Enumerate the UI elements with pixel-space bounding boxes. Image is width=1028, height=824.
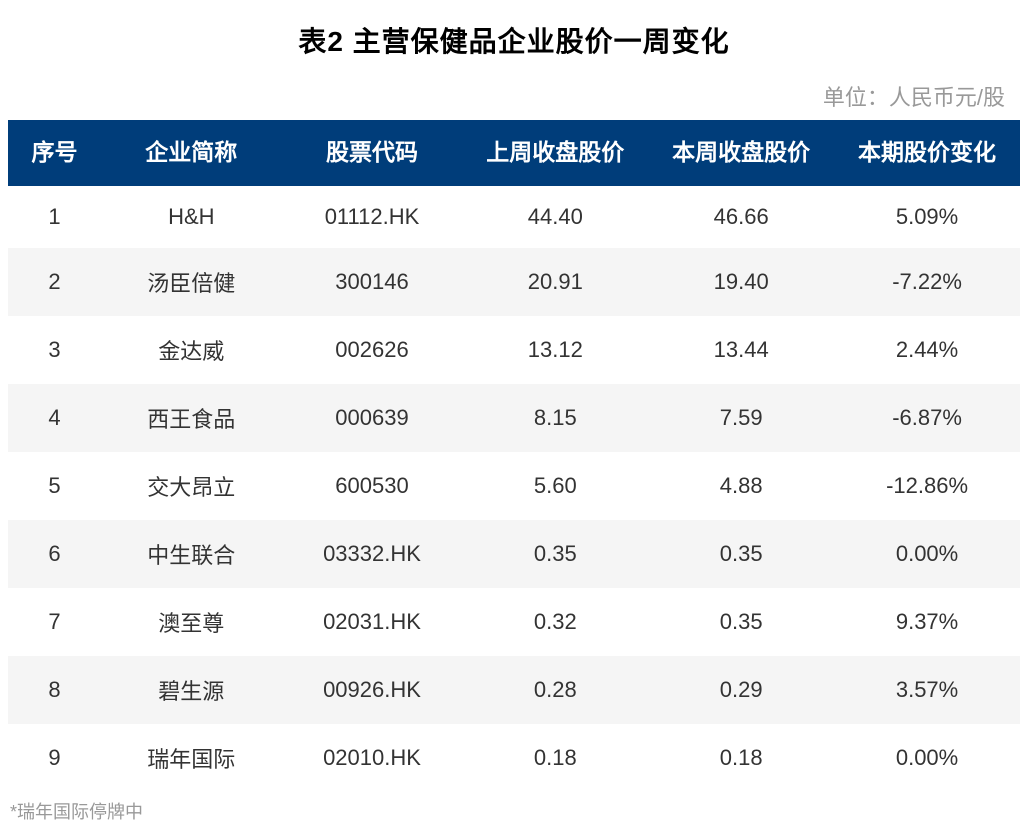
cell-name: 瑞年国际 bbox=[101, 724, 282, 792]
table-row: 3 金达威 002626 13.12 13.44 2.44% bbox=[8, 316, 1020, 384]
unit-label: 单位：人民币元/股 bbox=[8, 80, 1020, 112]
cell-code: 000639 bbox=[282, 384, 463, 452]
cell-name: H&H bbox=[101, 186, 282, 248]
table-row: 1 H&H 01112.HK 44.40 46.66 5.09% bbox=[8, 186, 1020, 248]
cell-seq: 5 bbox=[8, 452, 101, 520]
cell-name: 碧生源 bbox=[101, 656, 282, 724]
cell-code: 02031.HK bbox=[282, 588, 463, 656]
table-row: 2 汤臣倍健 300146 20.91 19.40 -7.22% bbox=[8, 248, 1020, 316]
cell-seq: 3 bbox=[8, 316, 101, 384]
footnote: *瑞年国际停牌中 bbox=[8, 798, 1020, 824]
cell-curr: 19.40 bbox=[648, 248, 834, 316]
cell-prev: 13.12 bbox=[462, 316, 648, 384]
col-header-change: 本期股价变化 bbox=[834, 120, 1020, 186]
cell-prev: 8.15 bbox=[462, 384, 648, 452]
cell-seq: 2 bbox=[8, 248, 101, 316]
cell-code: 002626 bbox=[282, 316, 463, 384]
table-row: 7 澳至尊 02031.HK 0.32 0.35 9.37% bbox=[8, 588, 1020, 656]
cell-curr: 7.59 bbox=[648, 384, 834, 452]
cell-name: 西王食品 bbox=[101, 384, 282, 452]
cell-curr: 0.35 bbox=[648, 520, 834, 588]
cell-seq: 6 bbox=[8, 520, 101, 588]
cell-seq: 7 bbox=[8, 588, 101, 656]
cell-code: 01112.HK bbox=[282, 186, 463, 248]
cell-prev: 0.28 bbox=[462, 656, 648, 724]
table-row: 9 瑞年国际 02010.HK 0.18 0.18 0.00% bbox=[8, 724, 1020, 792]
cell-change: -12.86% bbox=[834, 452, 1020, 520]
cell-curr: 0.29 bbox=[648, 656, 834, 724]
cell-code: 300146 bbox=[282, 248, 463, 316]
cell-code: 00926.HK bbox=[282, 656, 463, 724]
table-row: 4 西王食品 000639 8.15 7.59 -6.87% bbox=[8, 384, 1020, 452]
table-title: 表2 主营保健品企业股价一周变化 bbox=[8, 20, 1020, 60]
cell-name: 中生联合 bbox=[101, 520, 282, 588]
table-row: 5 交大昂立 600530 5.60 4.88 -12.86% bbox=[8, 452, 1020, 520]
cell-curr: 46.66 bbox=[648, 186, 834, 248]
cell-change: 2.44% bbox=[834, 316, 1020, 384]
col-header-seq: 序号 bbox=[8, 120, 101, 186]
table-body: 1 H&H 01112.HK 44.40 46.66 5.09% 2 汤臣倍健 … bbox=[8, 186, 1020, 792]
cell-change: 0.00% bbox=[834, 724, 1020, 792]
stock-table: 序号 企业简称 股票代码 上周收盘股价 本周收盘股价 本期股价变化 1 H&H … bbox=[8, 120, 1020, 792]
cell-seq: 4 bbox=[8, 384, 101, 452]
col-header-name: 企业简称 bbox=[101, 120, 282, 186]
cell-change: 5.09% bbox=[834, 186, 1020, 248]
cell-curr: 4.88 bbox=[648, 452, 834, 520]
cell-code: 03332.HK bbox=[282, 520, 463, 588]
cell-prev: 0.35 bbox=[462, 520, 648, 588]
cell-change: 0.00% bbox=[834, 520, 1020, 588]
col-header-code: 股票代码 bbox=[282, 120, 463, 186]
col-header-prev: 上周收盘股价 bbox=[462, 120, 648, 186]
cell-change: 3.57% bbox=[834, 656, 1020, 724]
cell-change: -6.87% bbox=[834, 384, 1020, 452]
cell-change: -7.22% bbox=[834, 248, 1020, 316]
cell-prev: 44.40 bbox=[462, 186, 648, 248]
cell-prev: 0.18 bbox=[462, 724, 648, 792]
cell-curr: 13.44 bbox=[648, 316, 834, 384]
cell-seq: 9 bbox=[8, 724, 101, 792]
cell-curr: 0.18 bbox=[648, 724, 834, 792]
table-header-row: 序号 企业简称 股票代码 上周收盘股价 本周收盘股价 本期股价变化 bbox=[8, 120, 1020, 186]
table-row: 8 碧生源 00926.HK 0.28 0.29 3.57% bbox=[8, 656, 1020, 724]
cell-name: 澳至尊 bbox=[101, 588, 282, 656]
cell-prev: 0.32 bbox=[462, 588, 648, 656]
cell-code: 600530 bbox=[282, 452, 463, 520]
cell-prev: 5.60 bbox=[462, 452, 648, 520]
cell-seq: 8 bbox=[8, 656, 101, 724]
cell-change: 9.37% bbox=[834, 588, 1020, 656]
table-row: 6 中生联合 03332.HK 0.35 0.35 0.00% bbox=[8, 520, 1020, 588]
cell-name: 金达威 bbox=[101, 316, 282, 384]
cell-prev: 20.91 bbox=[462, 248, 648, 316]
cell-name: 交大昂立 bbox=[101, 452, 282, 520]
cell-code: 02010.HK bbox=[282, 724, 463, 792]
cell-name: 汤臣倍健 bbox=[101, 248, 282, 316]
cell-curr: 0.35 bbox=[648, 588, 834, 656]
col-header-curr: 本周收盘股价 bbox=[648, 120, 834, 186]
cell-seq: 1 bbox=[8, 186, 101, 248]
